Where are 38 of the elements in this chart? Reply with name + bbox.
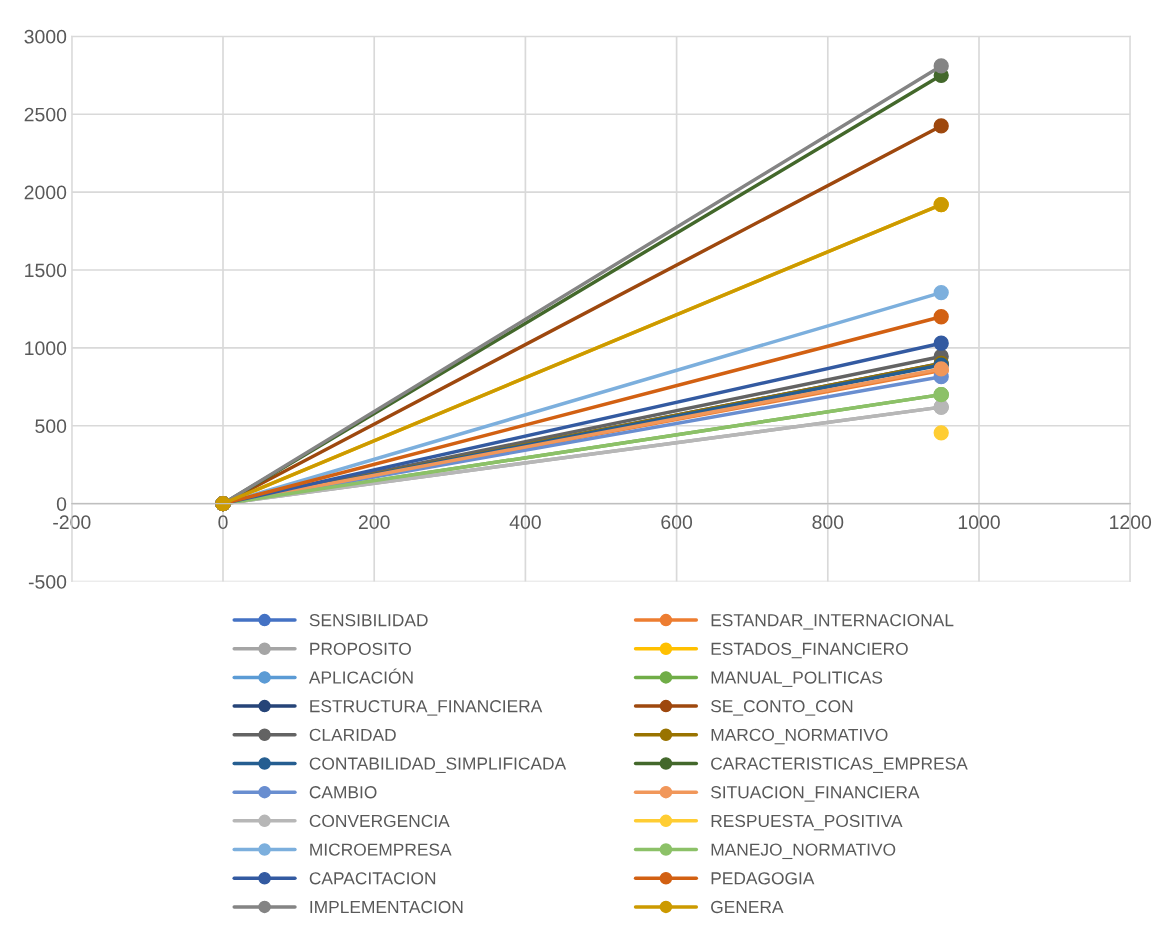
x-tick-label: 600 [661, 515, 693, 530]
legend-label: MANUAL_POLITICAS [711, 671, 883, 687]
x-tick-label: 400 [509, 515, 541, 530]
legend-label: SE_CONTO_CON [711, 700, 853, 716]
legend-label: PEDAGOGIA [711, 872, 815, 885]
legend-label: SENSIBILIDAD [309, 614, 428, 627]
y-tick-label: 500 [35, 419, 67, 434]
y-tick-label: 3000 [24, 29, 67, 44]
legend-label: GENERA [711, 900, 784, 914]
x-tick-label: 200 [358, 515, 390, 530]
legend-label: CONTABILIDAD_SIMPLIFICADA [309, 757, 567, 773]
y-tick-label: 0 [56, 497, 67, 511]
legend-label: ESTANDAR_INTERNACIONAL [711, 614, 954, 630]
legend-label: ESTADOS_FINANCIERO [711, 642, 908, 659]
legend-label: RESPUESTA_POSITIVA [711, 814, 903, 831]
x-tick-label: 1000 [958, 515, 1000, 530]
legend-label: SITUACION_FINANCIERA [711, 786, 920, 802]
y-tick-label: 2500 [24, 107, 67, 122]
legend-label: PROPOSITO [310, 642, 411, 655]
legend-label: CARACTERISTICAS_EMPRESA [711, 757, 968, 773]
legend-label: IMPLEMENTACION [310, 900, 463, 914]
y-tick-label: -500 [28, 575, 67, 589]
legend-label: ESTRUCTURA_FINANCIERA [310, 700, 543, 716]
legend-label: CAPACITACION [309, 872, 436, 885]
y-tick-label: 2000 [24, 185, 67, 200]
legend-label: MICROEMPRESA [310, 843, 452, 856]
x-tick-label: 800 [812, 515, 844, 530]
legend-label: CLARIDAD [309, 728, 396, 742]
y-tick-label: 1000 [25, 341, 67, 356]
legend-label: MANEJO_NORMATIVO [711, 843, 896, 860]
y-tick-label: 1500 [25, 263, 67, 278]
legend-label: MARCO_NORMATIVO [711, 728, 888, 745]
x-tick-label: 0 [218, 515, 228, 530]
legend-label: CONVERGENCIA [309, 814, 450, 828]
legend-label: APLICACIÓN [308, 668, 413, 684]
x-tick-label: 1200 [1110, 515, 1152, 530]
x-tick-label: -200 [53, 515, 91, 530]
legend-label: CAMBIO [309, 786, 377, 799]
